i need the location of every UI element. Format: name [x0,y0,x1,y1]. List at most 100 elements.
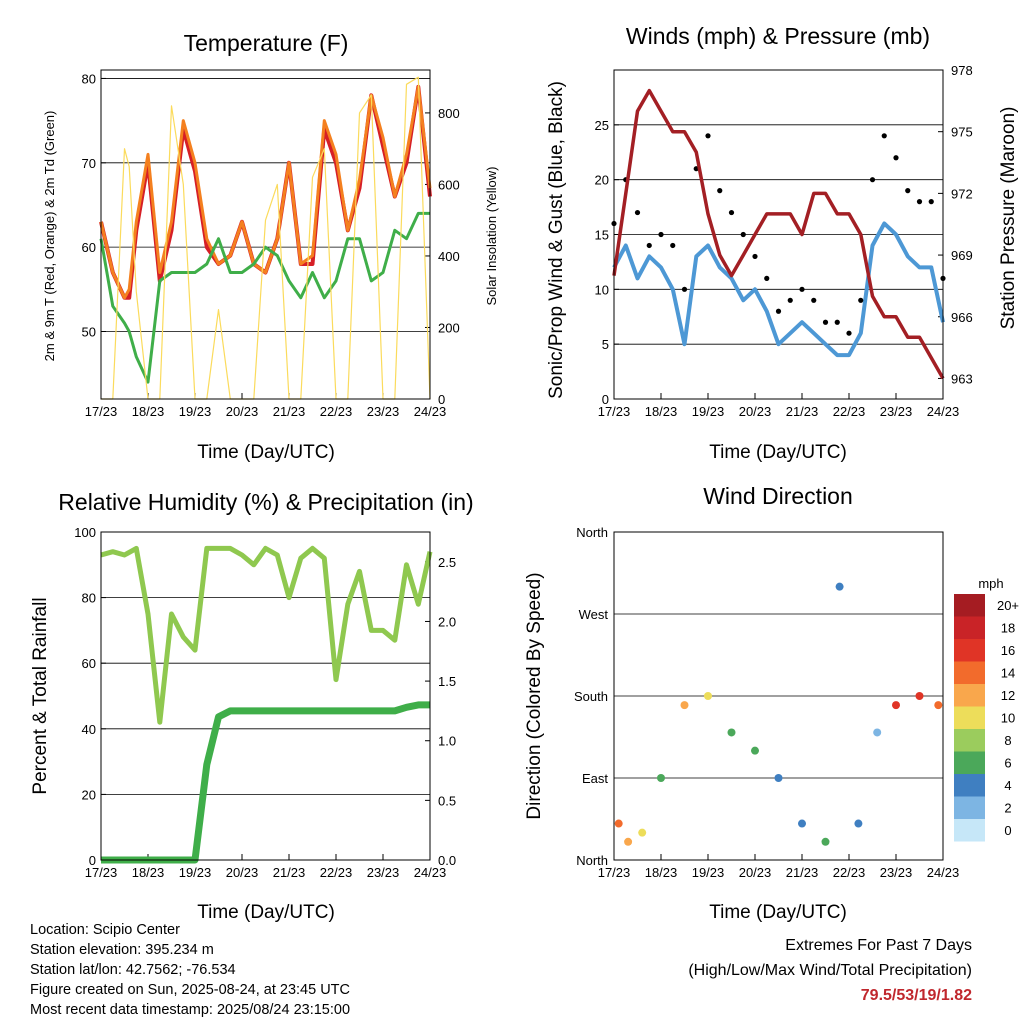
x-tick-label: 20/23 [739,865,772,880]
humidity-title: Relative Humidity (%) & Precipitation (i… [58,489,473,515]
direction-ticks: 17/23 18/23 19/23 20/23 21/23 22/23 23/23 24/23… [574,525,959,880]
y-right-tick-label: 0.5 [438,793,456,808]
series-point [728,209,735,216]
series-point [787,297,793,303]
direction-point [892,701,900,710]
series-point [634,209,641,216]
temperature-title: Temperature (F) [184,30,349,56]
series-point [646,242,652,249]
series-line [612,221,945,358]
x-tick-label: 19/23 [179,404,212,419]
winds-ylabel-left: Sonic/Prop Wind & Gust (Blue, Black) [546,81,567,399]
colorbar-label: 2 [1004,801,1011,816]
series-line [612,88,945,380]
colorbar-label: 8 [1004,733,1011,748]
humidity-gridlines [101,531,430,795]
humidity-ylabel-left: Percent & Total Rainfall [30,597,51,794]
colorbar-swatch [954,594,985,617]
humidity-series [100,545,433,864]
extremes-values: 79.5/53/19/1.82 [860,987,972,1004]
colorbar-swatch [954,729,985,752]
series-point [811,297,817,303]
y-right-tick-label: 0 [438,392,445,407]
colorbar-swatch [954,639,985,662]
y-right-tick-label: 600 [438,177,460,192]
series-point [775,308,782,314]
y-tick-label: 80 [82,71,96,86]
y-tick-label: 40 [82,722,96,737]
series-line [101,701,430,864]
x-tick-label: 20/23 [226,865,259,880]
info-location: Location: Scipio Center [30,922,180,938]
x-tick-label: 24/23 [927,404,960,419]
extremes-box: Extremes For Past 7 Days (High/Low/Max W… [688,933,972,1008]
direction-point [751,746,759,755]
humidity-xlabel: Time (Day/UTC) [197,902,335,923]
y-tick-label: 60 [82,240,96,255]
direction-point [727,728,736,737]
colorbar-label: 0 [1004,823,1011,838]
y-tick-label: 25 [595,118,609,133]
x-tick-label: 23/23 [367,865,400,880]
direction-point [798,819,806,828]
temperature-ylabel-left: 2m & 9m T (Red, Orange) & 2m Td (Green) [42,111,57,362]
direction-point [638,828,647,837]
y-right-tick-label: 2.5 [438,555,456,570]
x-tick-label: 17/23 [85,404,118,419]
colorbar-swatch [954,616,985,639]
y-right-tick-label: 0.0 [438,853,456,868]
extremes-heading: Extremes For Past 7 Days [785,937,972,954]
y-right-tick-label: 969 [951,248,973,263]
direction-title: Wind Direction [703,483,853,509]
y-tick-label: 15 [595,228,609,243]
series-point [916,199,923,205]
temperature-panel: Temperature (F) Time (Day/UTC) 2m & 9m T… [42,30,499,463]
info-created: Figure created on Sun, 2025-08-24, at 23… [30,982,350,998]
direction-point [915,692,924,700]
info-latlon: Station lat/lon: 42.7562; -76.534 [30,962,236,978]
x-tick-label: 19/23 [692,865,725,880]
colorbar-swatch [954,684,985,707]
series-point [881,133,887,139]
x-tick-label: 17/23 [598,865,631,880]
y-tick-label: 0 [602,392,609,407]
series-point [764,275,770,281]
x-tick-label: 18/23 [132,404,165,419]
colorbar-swatch [954,751,985,774]
direction-point [821,837,830,846]
colorbar-swatch [954,661,985,684]
x-tick-label: 18/23 [645,404,678,419]
direction-point [624,837,633,846]
x-tick-label: 20/23 [739,404,772,419]
colorbar-swatch [954,796,985,819]
series-point [740,231,746,238]
extremes-subheading: (High/Low/Max Wind/Total Precipitation) [688,962,972,979]
direction-point [835,582,844,591]
direction-panel: Wind Direction Time (Day/UTC) Direction … [524,483,1019,923]
x-tick-label: 22/23 [320,865,353,880]
colorbar-swatch [954,819,985,842]
winds-ticks: 17/23 18/23 19/23 20/23 21/23 22/23 23/23 24/23… [595,63,973,419]
winds-panel: Winds (mph) & Pressure (mb) Time (Day/UT… [546,23,1019,463]
direction-point [934,701,943,710]
colorbar-label: 14 [1001,666,1015,681]
series-point [905,188,911,194]
colorbar-label: 12 [1001,688,1015,703]
y-tick-label: North [576,525,608,540]
series-point [658,231,664,238]
direction-point [657,774,665,782]
y-tick-label: 20 [82,787,96,802]
y-right-tick-label: 400 [438,249,460,264]
colorbar-label: 4 [1004,778,1011,793]
colorbar-label: 10 [1001,711,1015,726]
x-tick-label: 23/23 [880,404,913,419]
y-right-tick-label: 800 [438,106,460,121]
y-tick-label: 80 [82,591,96,606]
winds-series [611,88,946,380]
colorbar-swatch [954,774,985,797]
y-tick-label: 20 [595,173,609,188]
y-tick-label: South [574,689,608,704]
x-tick-label: 19/23 [692,404,725,419]
y-right-tick-label: 972 [951,186,973,201]
temperature-xlabel: Time (Day/UTC) [197,442,335,463]
